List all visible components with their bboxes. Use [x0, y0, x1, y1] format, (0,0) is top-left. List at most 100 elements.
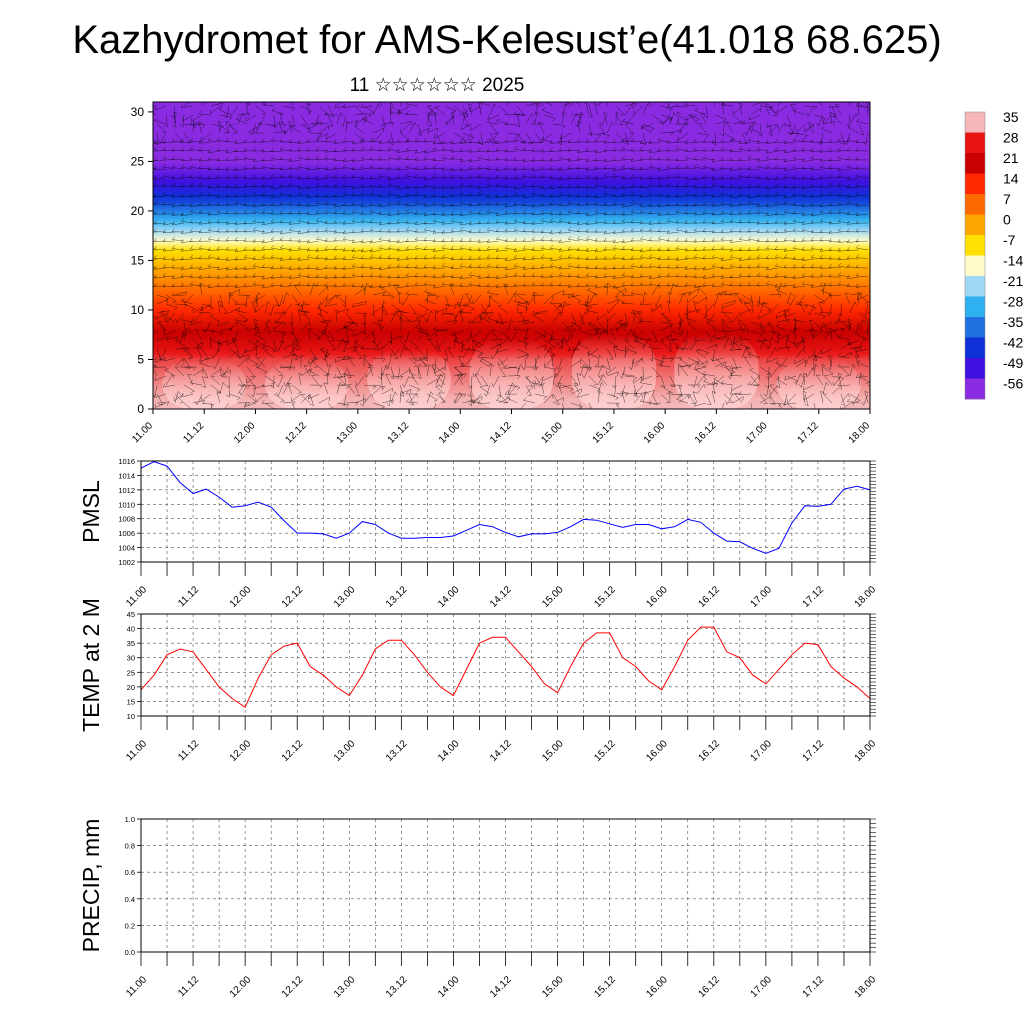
wind-barb [621, 177, 635, 180]
wind-barb [271, 110, 284, 116]
wind-barb [613, 168, 626, 172]
wind-barb [334, 141, 347, 144]
wind-barb-flag [522, 165, 526, 170]
wind-barb [505, 258, 518, 262]
wind-barb-flag [378, 210, 382, 215]
wind-barb-flag [198, 209, 202, 213]
wind-barb [608, 303, 617, 314]
wind-barb-flag [432, 218, 437, 222]
wind-barb-flag [271, 245, 275, 249]
wind-barb-flag [225, 210, 229, 214]
wind-barb-flag [479, 100, 482, 102]
wind-barb-flag [567, 200, 571, 204]
wind-barb-flag [480, 385, 485, 388]
wind-barb-flag [377, 103, 381, 108]
wind-barb [504, 177, 518, 180]
wind-barb-flag [254, 318, 259, 322]
wind-barb-flag [396, 218, 400, 223]
wind-barb-flag [648, 400, 652, 405]
wind-barb-flag [366, 283, 370, 287]
wind-barb-flag [279, 219, 283, 223]
wind-barb-flag [504, 138, 508, 142]
wind-barb [469, 284, 482, 287]
wind-barb [353, 330, 365, 337]
wind-barb-flag [378, 283, 382, 288]
wind-barb-flag [369, 137, 373, 142]
wind-barb [408, 319, 421, 323]
wind-barb-flag [171, 256, 175, 261]
wind-barb-flag [631, 332, 636, 336]
wind-barb [559, 220, 572, 224]
wind-barb-flag [403, 339, 407, 343]
wind-barb [228, 348, 240, 356]
wind-barb [285, 375, 293, 387]
wind-barb-flag [679, 394, 683, 399]
wind-barb [336, 402, 349, 406]
wind-barb-flag [273, 126, 277, 130]
wind-barb-flag [207, 211, 211, 216]
wind-barb [156, 310, 169, 314]
wind-barb-flag [253, 363, 258, 366]
wind-barb-flag [234, 156, 238, 160]
wind-barb-flag [189, 281, 194, 285]
wind-barb [174, 111, 176, 125]
wind-barb-flag [234, 236, 238, 241]
wind-barb [424, 283, 437, 287]
wind-barb-flag [445, 304, 450, 307]
wind-barb [378, 195, 392, 197]
wind-barb-flag [657, 228, 661, 232]
wind-barb-flag [270, 173, 274, 178]
wind-barb [198, 177, 212, 180]
wind-barb-flag [414, 272, 418, 277]
wind-barb-flag [621, 292, 625, 297]
wind-barb-flag [189, 156, 193, 160]
wind-barb [183, 357, 191, 369]
wind-barb [399, 102, 402, 107]
wind-barb-flag [171, 221, 175, 226]
wind-barb-flag [270, 228, 274, 232]
wind-barb [405, 186, 419, 189]
wind-barb [363, 331, 373, 341]
wind-barb-flag [513, 111, 517, 115]
wind-barb [615, 402, 621, 409]
wind-barb-flag [652, 390, 655, 394]
wind-barb-flag [630, 166, 634, 171]
wind-barb [379, 248, 392, 251]
wind-barb-flag [445, 308, 448, 313]
wind-barb-flag [477, 283, 481, 287]
wind-barb [399, 388, 412, 395]
wind-barb [291, 114, 296, 127]
wind-barb-flag [268, 312, 271, 316]
wind-barb [174, 132, 184, 142]
wind-barb-flag [513, 272, 518, 276]
wind-barb-flag [469, 272, 473, 276]
wind-barb-flag [603, 191, 608, 195]
wind-barb-flag [603, 230, 607, 235]
wind-barb [453, 330, 459, 343]
wind-barb-flag [630, 183, 634, 187]
wind-barb [615, 132, 625, 142]
wind-barb-flag [225, 266, 229, 271]
wind-barb-flag [166, 310, 170, 315]
wind-barb-flag [423, 149, 427, 154]
wind-barb [387, 267, 401, 269]
wind-barb-flag [279, 264, 283, 269]
wind-barb-flag [225, 228, 229, 232]
wind-barb [270, 303, 275, 316]
wind-barb [496, 276, 509, 279]
wind-barb-flag [458, 355, 463, 358]
wind-barb-flag [524, 308, 529, 311]
wind-barb [219, 114, 232, 118]
wind-barb-flag [585, 193, 589, 198]
wind-barb-flag [387, 245, 392, 249]
wind-barb-flag [673, 283, 676, 287]
wind-barb-flag [540, 156, 544, 161]
wind-barb [612, 203, 626, 206]
wind-barb [523, 141, 536, 144]
wind-barb [153, 249, 158, 251]
wind-barb-flag [364, 113, 368, 118]
wind-barb-flag [558, 254, 562, 258]
wind-barb [255, 321, 260, 334]
wind-barb-flag [555, 373, 559, 377]
wind-barb-flag [217, 340, 220, 345]
